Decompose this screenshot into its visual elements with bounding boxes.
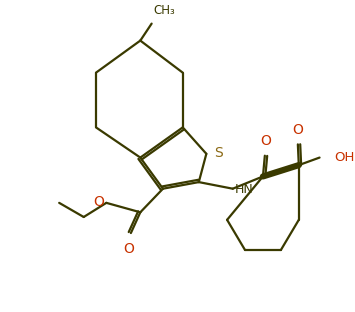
Text: OH: OH [335, 151, 355, 164]
Text: O: O [124, 241, 135, 256]
Text: HN: HN [235, 183, 253, 196]
Text: CH₃: CH₃ [153, 4, 175, 17]
Text: O: O [94, 195, 104, 209]
Text: S: S [214, 146, 223, 160]
Text: O: O [293, 123, 303, 137]
Text: O: O [260, 134, 271, 148]
